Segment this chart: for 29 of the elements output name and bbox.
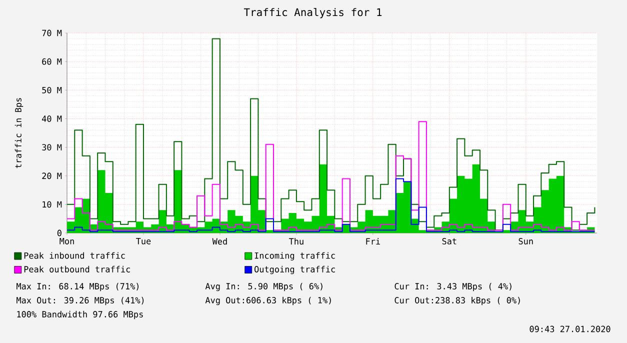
x-tick-label: Sun [518, 238, 533, 244]
y-tick-label: 30 M [42, 144, 62, 150]
text: Cur In: 3.43 MBps ( 4%) [394, 282, 512, 292]
y-tick-label: 0 [57, 230, 62, 236]
legend-label: Peak inbound traffic [24, 252, 125, 259]
x-tick-label: Mon [60, 238, 74, 244]
y-tick-label: 10 M [42, 201, 62, 208]
text: Max In: 68.14 MBps (71%) [16, 282, 138, 292]
text: 09:43 27.01.2020 [530, 326, 610, 332]
x-tick-label: Fri [366, 238, 380, 244]
y-tick-label: 70 M [42, 30, 62, 36]
text: Max Out: 39.26 MBps (41%) [16, 296, 144, 306]
text: Avg Out:606.63 kBps ( 1%) [205, 296, 331, 306]
legend-label: Peak outbound traffic [24, 266, 130, 272]
y-axis-title: traffic in Bps [14, 98, 24, 168]
x-tick-label: Thu [288, 238, 304, 245]
legend-label: Incoming traffic [254, 252, 335, 260]
y-tick-label: 60 M [42, 58, 62, 65]
text: Cur Out:238.83 kBps ( 0%) [394, 296, 520, 306]
x-tick-label: Tue [136, 238, 151, 244]
x-tick-label: Wed [212, 238, 227, 245]
text: 100% Bandwidth 97.66 MBps [17, 310, 143, 320]
x-tick-label: Sat [442, 238, 456, 244]
y-tick-label: 40 M [42, 116, 62, 122]
chart-title: Traffic Analysis for 1 [244, 8, 382, 18]
y-tick-label: 50 M [42, 86, 62, 94]
legend-label: Outgoing traffic [254, 266, 335, 274]
y-tick-label: 20 M [42, 172, 62, 180]
text: Avg In: 5.90 MBps ( 6%) [205, 282, 322, 292]
